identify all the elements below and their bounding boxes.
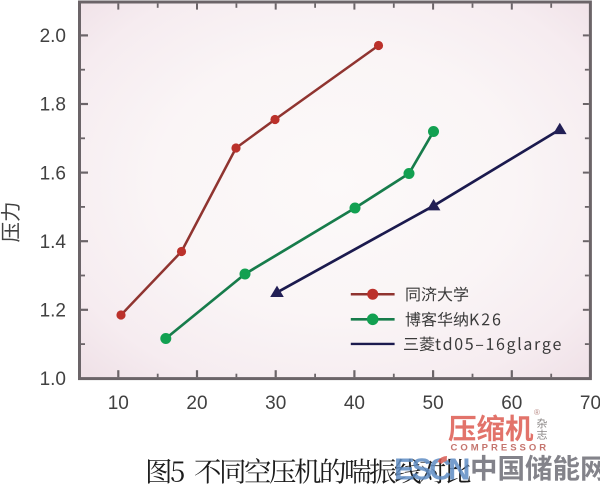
svg-text:1.4: 1.4: [40, 232, 67, 253]
svg-text:ESCN: ESCN: [394, 452, 469, 487]
svg-text:10: 10: [108, 393, 129, 414]
svg-text:1.6: 1.6: [40, 163, 66, 184]
svg-text:®: ®: [534, 408, 540, 417]
svg-text:1.8: 1.8: [40, 95, 66, 116]
svg-text:50: 50: [423, 393, 444, 414]
svg-text:20: 20: [186, 393, 207, 414]
svg-text:2.0: 2.0: [40, 26, 66, 47]
svg-text:COMPRESSOR: COMPRESSOR: [451, 443, 550, 454]
svg-text:60: 60: [501, 393, 522, 414]
svg-text:1.0: 1.0: [40, 369, 66, 390]
svg-text:30: 30: [265, 393, 286, 414]
svg-text:1.2: 1.2: [40, 301, 66, 322]
svg-text:40: 40: [344, 393, 365, 414]
svg-text:70: 70: [580, 393, 600, 414]
